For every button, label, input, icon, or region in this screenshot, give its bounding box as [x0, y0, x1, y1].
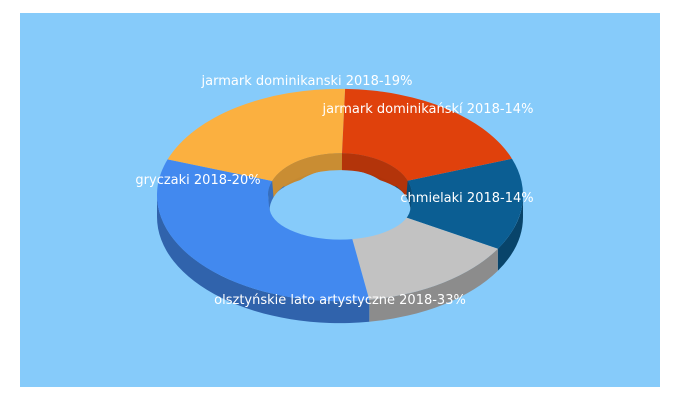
- slice-hole-wall-1-b: [406, 180, 412, 211]
- slice-4: [167, 88, 346, 181]
- slice-side-1: [497, 195, 523, 271]
- slice-hole-wall-3: [268, 180, 274, 211]
- slice-label-5: jarmark dominikanski 2018-19%: [201, 74, 413, 89]
- slice-hole-wall-5: [341, 153, 408, 198]
- slice-5: [342, 88, 512, 181]
- slice-label-2: chmielaki 2018-14%: [400, 191, 533, 206]
- slice-side-3: [157, 195, 370, 324]
- slice-label-4: gryczaki 2018-20%: [135, 173, 260, 188]
- slice-1: [402, 158, 523, 249]
- slice-3: [156, 159, 370, 302]
- slice-label-1: jarmark dominikańskí 2018-14%: [322, 102, 534, 117]
- slice-side-2: [369, 248, 498, 322]
- slice-hole-wall-4: [272, 153, 343, 198]
- slice-2: [351, 216, 498, 300]
- slice-label-3: olsztyńskie lato artystyczne 2018-33%: [214, 293, 466, 308]
- donut-hole: [269, 174, 411, 240]
